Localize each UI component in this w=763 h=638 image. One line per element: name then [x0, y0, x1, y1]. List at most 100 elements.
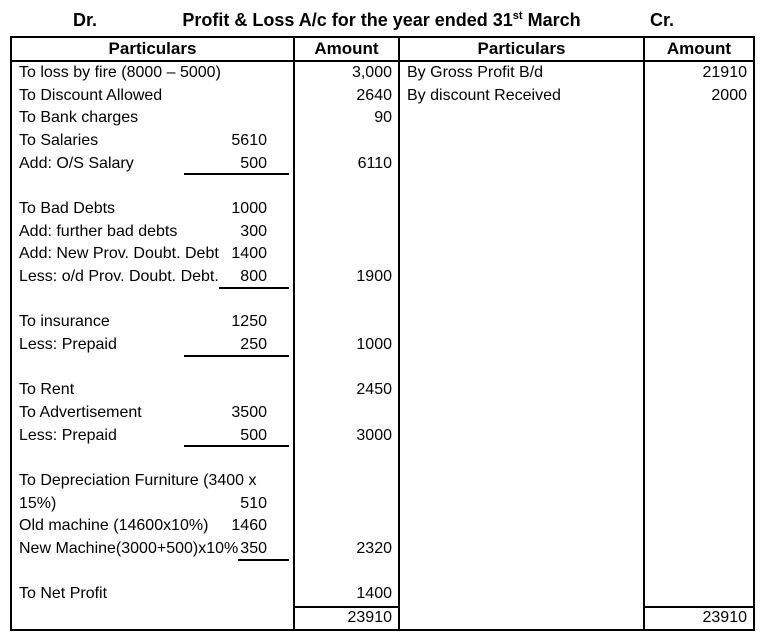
row-amount-left [295, 243, 398, 266]
row-amount-left [295, 289, 398, 312]
table-row-left: Less: Prepaid 500 [12, 425, 293, 448]
account-title-month: March [522, 10, 581, 30]
row-amount-left: 1900 [356, 268, 392, 286]
row-amount-left [295, 402, 398, 425]
row-label: To Rent [19, 381, 75, 399]
row-amount-left [295, 175, 398, 198]
row-label: Less: Prepaid [19, 426, 117, 444]
row-amount-right [645, 402, 753, 425]
row-label: New Machine(3000+500)x10% [19, 540, 239, 558]
table-row-right: By Gross Profit B/d [407, 64, 544, 81]
row-subamount: 1400 [231, 245, 267, 263]
table-row-left: To Net Profit [12, 583, 293, 606]
account-title: Profit & Loss A/c for the year ended 31s… [0, 7, 763, 33]
row-amount-right [645, 198, 753, 221]
row-subamount: 250 [184, 334, 289, 357]
row-subamount: 510 [240, 494, 267, 512]
row-amount-left [295, 311, 398, 334]
table-row-left [12, 289, 293, 312]
row-amount-left [295, 515, 398, 538]
row-subamount: 5610 [231, 132, 267, 150]
left-amount-col: Amount 3,000 2640 90 6110 1900 1000 2450 3000 23… [295, 38, 400, 629]
row-label: 15%) [19, 494, 57, 512]
row-amount-left [295, 357, 398, 380]
row-label: To Discount Allowed [19, 86, 163, 104]
right-amount-col: Amount 21910 2000 23910 [645, 38, 753, 629]
row-amount-right: 21910 [702, 64, 748, 81]
table-row-right [400, 561, 643, 584]
table-row-right [400, 583, 643, 606]
row-amount-right [645, 107, 753, 130]
row-amount-left [295, 130, 398, 153]
header-particulars-right: Particulars [400, 38, 643, 62]
table-row-left: To Advertisement 3500 [12, 402, 293, 425]
table-row-right [400, 221, 643, 244]
row-amount-right [645, 175, 753, 198]
row-amount-left [295, 493, 398, 516]
table-row-right [400, 107, 643, 130]
row-label: Add: O/S Salary [19, 154, 134, 172]
row-subamount: 300 [240, 222, 267, 240]
table-row-right [400, 198, 643, 221]
table-row-right [400, 402, 643, 425]
row-amount-left [295, 561, 398, 584]
table-row-right [400, 153, 643, 176]
row-subamount: 500 [184, 425, 289, 448]
row-label: To Salaries [19, 132, 99, 150]
row-amount-left: 3000 [356, 426, 392, 444]
row-amount-right [645, 425, 753, 448]
left-particulars-col: Particulars To loss by fire (8000 – 5000… [12, 38, 295, 629]
row-subamount: 350 [238, 538, 289, 561]
table-row-left: Less: Prepaid 250 [12, 334, 293, 357]
table-row-right [400, 266, 643, 289]
title-bar: Profit & Loss A/c for the year ended 31s… [0, 7, 763, 33]
right-particulars-col: Particulars By Gross Profit B/d By discou… [400, 38, 645, 629]
header-amount-right: Amount [645, 38, 753, 62]
row-amount-left [295, 447, 398, 470]
row-amount-right [645, 583, 753, 606]
table-row-right [400, 538, 643, 561]
row-label: Less: o/d Prov. Doubt. Debt. [19, 268, 219, 286]
row-amount-right [645, 515, 753, 538]
row-subamount: 800 [218, 266, 289, 289]
table-row-left: To Depreciation Furniture (3400 x [12, 470, 293, 493]
table-row-right [400, 470, 643, 493]
left-amount-rows: 3,000 2640 90 6110 1900 1000 2450 3000 2320 1400 2… [295, 62, 398, 629]
table-row-right: By discount Received [407, 86, 561, 104]
table-row-left: Add: New Prov. Doubt. Debt 1400 [12, 243, 293, 266]
table-row-right [400, 515, 643, 538]
table-row-left: 15%) 510 [12, 493, 293, 516]
row-subamount: 1460 [231, 517, 267, 535]
table-row-left: Old machine (14600x10%) 1460 [12, 515, 293, 538]
row-amount-left [295, 221, 398, 244]
table-row-left: To Bank charges [12, 107, 293, 130]
row-amount-left: 1400 [356, 585, 392, 603]
row-subamount: 500 [184, 153, 289, 176]
row-amount-right [645, 266, 753, 289]
table-row-left: To Rent [12, 379, 293, 402]
row-subamount: 3500 [231, 404, 267, 422]
table-row-right [400, 243, 643, 266]
table-row-left [12, 175, 293, 198]
row-amount-right [645, 447, 753, 470]
row-amount-right [645, 130, 753, 153]
table-row-left: Less: o/d Prov. Doubt. Debt. 800 [12, 266, 293, 289]
row-amount-left: 90 [374, 109, 392, 127]
row-amount-left [295, 470, 398, 493]
row-label: To Depreciation Furniture (3400 x [19, 472, 257, 490]
row-amount-right [645, 334, 753, 357]
header-particulars-left: Particulars [12, 38, 293, 62]
table-row-right [400, 175, 643, 198]
row-amount-right [645, 153, 753, 176]
profit-loss-table: Particulars To loss by fire (8000 – 5000… [10, 36, 755, 631]
table-row-left: Add: further bad debts 300 [12, 221, 293, 244]
row-label: Add: further bad debts [19, 222, 178, 240]
row-amount-left: 2450 [356, 381, 392, 399]
table-row-right [400, 334, 643, 357]
row-amount-right [645, 561, 753, 584]
row-subamount: 1000 [231, 200, 267, 218]
row-amount-left: 6110 [357, 154, 392, 172]
table-row-right [400, 289, 643, 312]
row-amount-right [645, 379, 753, 402]
row-label: To Advertisement [19, 404, 142, 422]
